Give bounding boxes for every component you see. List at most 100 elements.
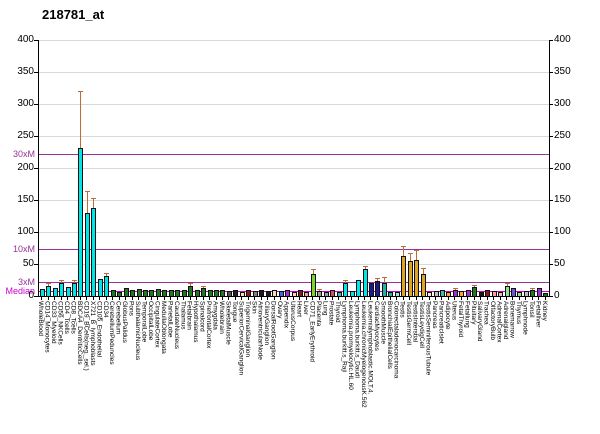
bar [220, 289, 226, 296]
x-axis-tick [435, 297, 437, 300]
y-axis-label-left: 250 [17, 130, 34, 141]
bar [310, 273, 316, 296]
error-bar [319, 289, 321, 291]
error-bar-cap [530, 287, 536, 289]
y-axis-label-left: 0 [28, 290, 34, 301]
bar [201, 288, 207, 296]
bar [427, 291, 433, 296]
x-axis-label: CD71_EarlyErythroid [308, 301, 316, 363]
y-axis-tick-right [549, 232, 553, 233]
x-axis-tick [267, 297, 269, 300]
x-axis-tick [54, 297, 56, 300]
x-axis-label: AdrenalCortex [495, 301, 503, 343]
bar [381, 282, 387, 296]
x-axis-tick [86, 297, 88, 300]
bar [459, 290, 465, 296]
x-axis-label: Appendix [282, 301, 290, 329]
x-axis-label: FetalThyroid [456, 301, 464, 338]
error-bar [422, 269, 424, 274]
bar [143, 290, 149, 296]
bar [214, 290, 220, 296]
bar [401, 256, 407, 296]
y-axis-label-right: 300 [554, 98, 571, 109]
bar [278, 290, 284, 296]
x-axis-label: Tonsil [527, 301, 535, 318]
x-axis-label: SmoothMuscle [379, 301, 387, 344]
error-bar [416, 251, 418, 260]
x-axis-label: Pancreas [431, 301, 439, 329]
bar [39, 288, 45, 296]
gridline [39, 168, 549, 169]
x-axis-tick [144, 297, 146, 300]
x-axis-label: TrigeminalGanglion [243, 301, 251, 358]
bar [297, 290, 303, 296]
bar [168, 290, 174, 296]
bar [530, 290, 536, 296]
x-axis-label: TestisSeminiferousTubule [424, 301, 432, 376]
y-axis-label-left: 300 [17, 98, 34, 109]
x-axis-tick [170, 297, 172, 300]
x-axis-label: Leukemia.promyelocytic.HL.60 [347, 301, 355, 390]
x-axis-tick [493, 297, 495, 300]
x-axis-tick [176, 297, 178, 300]
x-axis-label: Lung [321, 301, 329, 316]
y-axis-label-right: 50 [554, 258, 566, 269]
x-axis-label: Testis [398, 301, 406, 318]
x-axis-tick [447, 297, 449, 300]
x-axis-label: Thalamus [179, 301, 187, 330]
y-axis-label-left: 350 [17, 66, 34, 77]
error-bar [106, 273, 108, 277]
bar [117, 291, 123, 296]
x-axis-tick [389, 297, 391, 300]
x-axis-tick [273, 297, 275, 300]
x-axis-tick [441, 297, 443, 300]
error-bar-cap [343, 280, 349, 282]
bar [78, 148, 84, 296]
x-axis-label: UterusCorpus [289, 301, 296, 342]
error-bar [454, 288, 456, 291]
x-axis-label: Lymphoma.burkitt.s_Daudi [353, 301, 361, 379]
error-bar [377, 279, 379, 282]
bar [175, 289, 181, 296]
y-axis-tick-right [549, 40, 553, 41]
x-axis-tick [531, 297, 533, 300]
x-axis-tick [79, 297, 81, 300]
x-axis-tick [131, 297, 133, 300]
x-axis-label: WholeBlood [38, 301, 45, 337]
y-axis-label-left: 50 [22, 258, 34, 269]
x-axis-tick [260, 297, 262, 300]
x-axis-tick [254, 297, 256, 300]
x-axis-tick [99, 297, 101, 300]
x-axis-label: SuperiorCervicalGanglion [237, 301, 245, 376]
error-bar-cap [407, 253, 413, 255]
x-axis-label: Spinalcord [198, 301, 206, 332]
y-axis-tick-right [549, 136, 553, 137]
error-bar [74, 280, 75, 283]
x-axis-label: Leukemialymphoblastic.MOLT.4. [366, 301, 374, 395]
bar [523, 290, 529, 296]
y-axis-tick-left [34, 104, 38, 105]
bar [478, 292, 484, 296]
x-axis-tick [357, 297, 359, 300]
bar [356, 280, 362, 296]
x-axis-tick [150, 297, 152, 300]
error-bar [506, 283, 508, 287]
error-bar [403, 247, 405, 257]
error-bar [190, 284, 192, 287]
x-axis-label: Kidney [540, 301, 548, 321]
x-axis-tick [525, 297, 527, 300]
x-axis-label: CiliaryGanglion [263, 301, 271, 346]
x-axis-tick [318, 297, 320, 300]
bar [265, 290, 271, 296]
x-axis-tick [41, 297, 43, 300]
y-axis-tick-right [549, 168, 553, 169]
y-axis-label-left: 100 [17, 226, 34, 237]
x-axis-label: CingulateCortex [153, 301, 161, 348]
error-bar-cap [317, 288, 323, 290]
x-axis-tick [247, 297, 249, 300]
x-axis-label: Pituitary [469, 301, 477, 325]
error-bar-cap [420, 268, 426, 270]
threshold-label-30xm: 30xM [12, 148, 35, 159]
bar [485, 289, 491, 296]
bar [394, 292, 400, 296]
